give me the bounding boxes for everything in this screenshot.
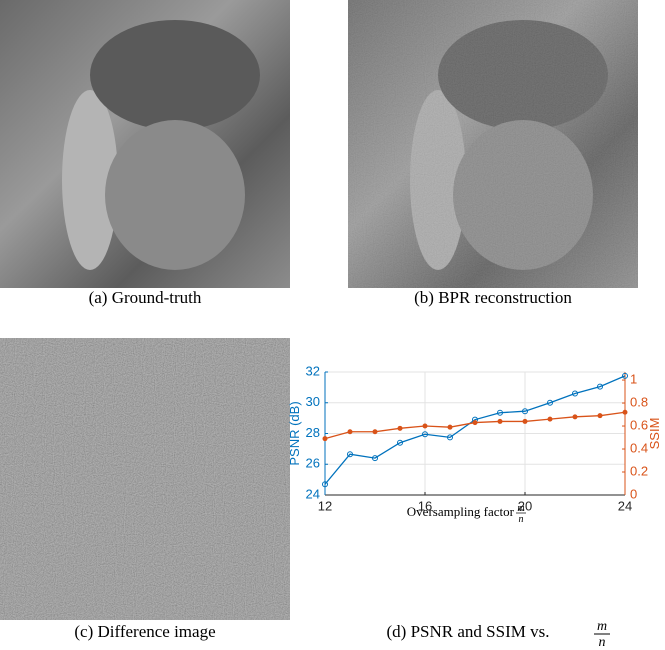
chart: 12 16 20 24 24 26 28 30 32 0 0.2 0.4 0.6 0.8 1 PSNR (dB…: [287, 363, 662, 525]
caption-text: (d) PSNR and SSIM vs.: [387, 622, 550, 641]
point: [472, 420, 478, 426]
ground-truth-image: [0, 0, 290, 288]
y2-tick-label: 0.2: [630, 463, 648, 478]
x-tick-label: 16: [418, 498, 432, 513]
y2-tick-label: 0: [630, 486, 637, 501]
point: [522, 408, 528, 415]
y-tick-label: 26: [306, 456, 320, 471]
y2-tick-label: 0.8: [630, 394, 648, 409]
point: [397, 425, 403, 431]
y2-axis-label: SSIM: [647, 418, 662, 450]
y-tick-label: 24: [306, 486, 320, 501]
point: [322, 436, 328, 442]
point: [347, 429, 353, 435]
x-tick-label: 12: [318, 498, 332, 513]
bpr-reconstruction-image: [348, 0, 638, 288]
y-tick-label: 30: [306, 394, 320, 409]
y2-tick-label: 1: [630, 371, 637, 386]
y-tick-label: 28: [306, 425, 320, 440]
x-axis-label: Oversampling factor: [407, 504, 515, 519]
point: [347, 451, 353, 458]
point: [597, 413, 603, 419]
point: [372, 455, 378, 462]
point: [447, 424, 453, 430]
point: [497, 409, 503, 416]
y2-tick-label: 0.4: [630, 440, 648, 455]
x-axis-label-den: n: [519, 514, 524, 525]
point: [322, 481, 328, 488]
caption: (d) PSNR and SSIM vs.: [387, 622, 550, 641]
x-axis-label-num: m: [517, 503, 524, 514]
point: [522, 418, 528, 424]
point: [397, 439, 403, 446]
y-axis-label: PSNR (dB): [287, 401, 302, 465]
point: [622, 409, 628, 415]
x-tick-label: 24: [618, 498, 632, 513]
y2-tick-label: 0.6: [630, 417, 648, 432]
caption: (c) Difference image: [74, 622, 215, 641]
x-tick-label: 20: [518, 498, 532, 513]
point: [422, 431, 428, 438]
y-tick-label: 32: [306, 363, 320, 378]
caption: (b) BPR reconstruction: [414, 288, 572, 307]
point: [497, 418, 503, 424]
difference-image: [0, 338, 290, 620]
series-line: [324, 375, 626, 485]
point: [422, 423, 428, 429]
point: [572, 390, 578, 397]
point: [572, 414, 578, 420]
point: [547, 416, 553, 422]
caption-frac-den: n: [599, 635, 606, 650]
point: [447, 434, 453, 441]
point: [547, 399, 553, 406]
point: [372, 429, 378, 435]
point: [622, 372, 628, 379]
caption: (a) Ground-truth: [89, 288, 202, 307]
caption-frac-num: m: [597, 619, 607, 634]
point: [597, 383, 603, 390]
